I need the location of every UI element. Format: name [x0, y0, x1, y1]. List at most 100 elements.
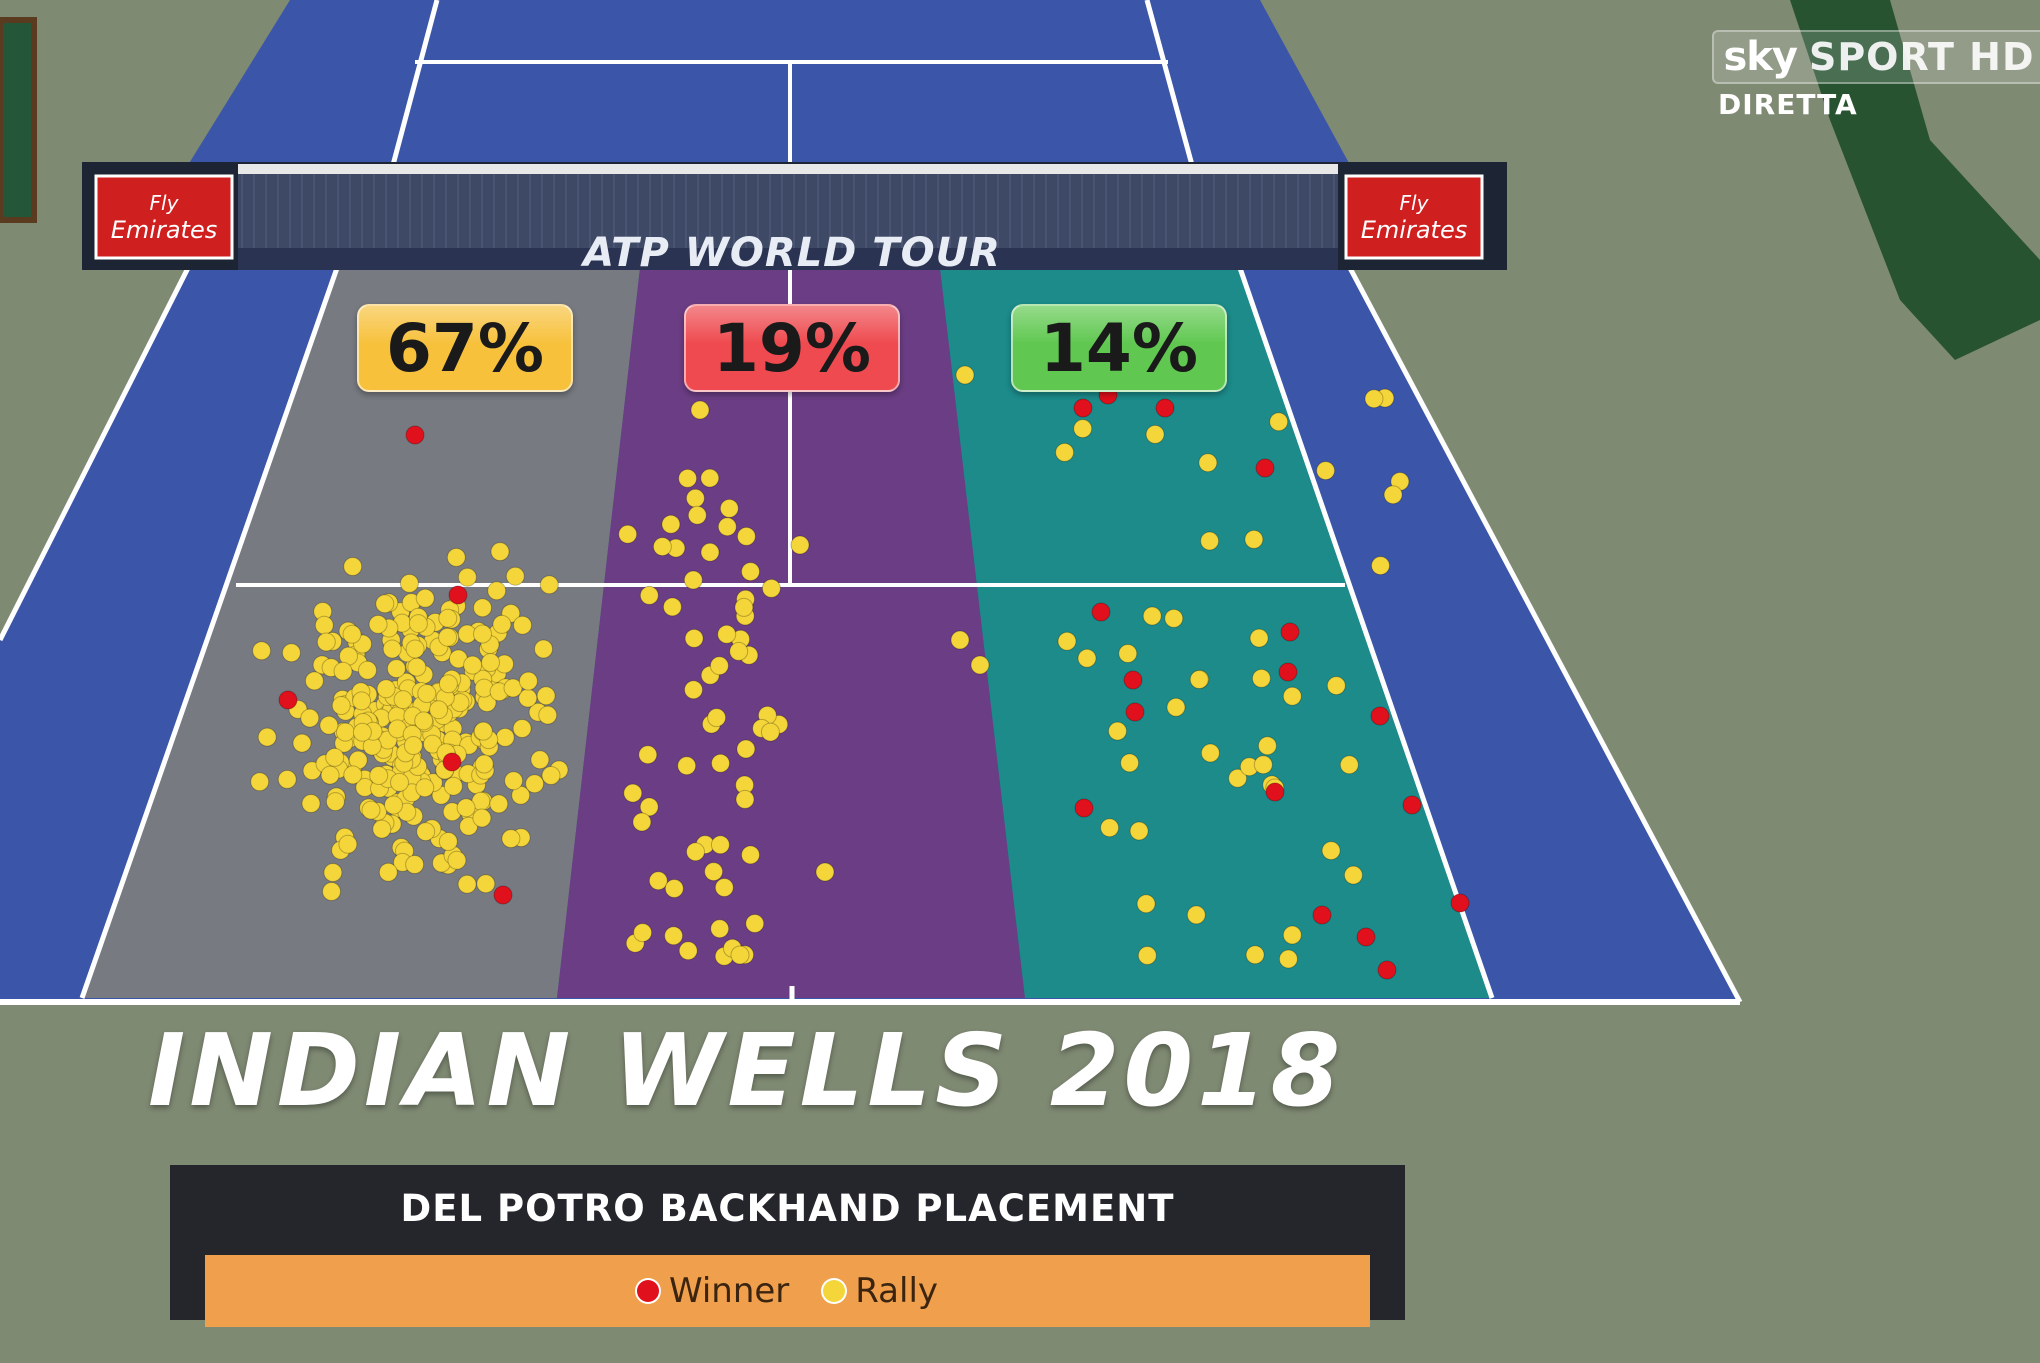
- rally-ball-icon: [319, 715, 339, 735]
- winner-dot-icon: [636, 1280, 659, 1302]
- live-indicator: DIRETTA: [1718, 88, 1858, 121]
- rally-ball-icon: [446, 547, 466, 567]
- rally-ball-icon: [719, 498, 739, 518]
- winner-ball-icon: [442, 752, 462, 772]
- sponsor-right: [1344, 174, 1484, 260]
- rally-ball-icon: [352, 691, 372, 711]
- rally-ball-icon: [476, 874, 496, 894]
- doubles-sideline-right: [1347, 266, 1743, 1004]
- rally-ball-icon: [481, 653, 500, 672]
- rally-ball-icon: [473, 624, 492, 644]
- rally-ball-icon: [384, 795, 403, 815]
- rally-ball-icon: [538, 705, 558, 725]
- rally-ball-icon: [281, 643, 301, 663]
- rally-ball-icon: [700, 542, 720, 562]
- rally-ball-icon: [1055, 442, 1075, 462]
- rally-ball-icon: [648, 871, 668, 891]
- rally-ball-icon: [338, 834, 358, 854]
- sponsor-right-line1: Fly: [1400, 191, 1430, 215]
- rally-ball-icon: [378, 862, 398, 882]
- rally-ball-icon: [717, 624, 737, 644]
- stadium-wall: [1790, 0, 2040, 360]
- winner-ball-icon: [1370, 706, 1390, 726]
- rally-ball-icon: [314, 615, 334, 635]
- rally-ball-icon: [1245, 945, 1265, 965]
- rally-ball-icon: [633, 923, 653, 943]
- rally-ball-icon: [690, 400, 710, 420]
- rally-ball-icon: [1371, 556, 1390, 576]
- rally-ball-icon: [729, 641, 749, 661]
- rally-ball-icon: [652, 537, 672, 557]
- rally-ball-icon: [405, 639, 425, 659]
- rally-ball-icon: [686, 842, 705, 862]
- rally-ball-icon: [386, 659, 406, 679]
- winner-ball-icon: [1265, 782, 1285, 802]
- winner-ball-icon: [1280, 622, 1300, 642]
- rally-ball-icon: [711, 753, 730, 773]
- rally-ball-icon: [678, 941, 698, 961]
- rally-ball-icon: [457, 567, 477, 587]
- rally-ball-icon: [950, 630, 970, 650]
- rally-ball-icon: [632, 812, 652, 832]
- rally-ball-icon: [678, 468, 698, 488]
- zone-badge-middle: 19%: [684, 304, 900, 392]
- rally-ball-icon: [1253, 755, 1273, 775]
- rally-ball-icon: [639, 797, 659, 817]
- rally-ball-icon: [415, 588, 435, 608]
- rally-ball-icon: [1145, 424, 1165, 444]
- rally-ball-icon: [503, 678, 523, 698]
- rally-ball-icon: [325, 792, 345, 812]
- rally-ball-icon: [361, 800, 381, 820]
- rally-ball-icon: [741, 562, 760, 582]
- rally-ball-icon: [1364, 389, 1384, 409]
- scoreboard-edge: [0, 17, 37, 223]
- rally-ball-icon: [1164, 608, 1184, 628]
- sponsor-left: [94, 174, 234, 260]
- rally-ball-icon: [501, 829, 521, 849]
- rally-ball-icon: [393, 690, 413, 710]
- rally-ball-icon: [970, 655, 990, 675]
- rally-ball-icon: [661, 514, 681, 534]
- rally-ball-icon: [687, 505, 707, 525]
- rally-ball-icon: [1278, 949, 1298, 969]
- winner-ball-icon: [1450, 893, 1470, 913]
- rally-ball-icon: [438, 627, 458, 647]
- rally-ball-icon: [1142, 606, 1162, 626]
- rally-ball-icon: [534, 639, 553, 659]
- rally-ball-icon: [325, 747, 345, 767]
- rally-ball-icon: [1383, 485, 1403, 505]
- winner-ball-icon: [1312, 905, 1332, 925]
- rally-ball-icon: [1136, 894, 1156, 914]
- winner-ball-icon: [1402, 795, 1422, 815]
- rally-ball-icon: [761, 578, 781, 598]
- rally-ball-icon: [505, 566, 525, 586]
- rally-ball-icon: [618, 524, 638, 544]
- rally-ball-icon: [1100, 818, 1120, 838]
- singles-sideline-left: [79, 267, 340, 999]
- rally-ball-icon: [358, 660, 377, 680]
- rally-ball-icon: [745, 914, 765, 933]
- rally-ball-icon: [443, 776, 463, 796]
- rally-ball-icon: [704, 862, 724, 882]
- rally-ball-icon: [1073, 419, 1093, 439]
- broadcaster-logo-sky: sky: [1723, 34, 1797, 80]
- tournament-title: INDIAN WELLS 2018: [148, 1012, 1345, 1129]
- rally-ball-icon: [416, 822, 436, 842]
- rally-ball-icon: [316, 632, 336, 652]
- winner-ball-icon: [448, 585, 468, 605]
- rally-ball-icon: [1244, 529, 1264, 549]
- sponsor-right-line2: Emirates: [1361, 216, 1467, 244]
- rally-ball-icon: [492, 614, 512, 634]
- rally-ball-icon: [414, 711, 434, 731]
- rally-ball-icon: [403, 736, 423, 755]
- zone-badge-cross-court: 67%: [357, 304, 573, 392]
- rally-ball-icon: [955, 365, 975, 385]
- rally-ball-icon: [473, 721, 493, 741]
- rally-ball-icon: [1120, 753, 1140, 773]
- rally-ball-icon: [335, 722, 355, 742]
- rally-ball-icon: [677, 756, 697, 776]
- rally-ball-icon: [390, 772, 409, 792]
- net-banner-text: ATP WORLD TOUR: [580, 230, 1001, 276]
- rally-ball-icon: [320, 765, 340, 785]
- rally-ball-icon: [1282, 925, 1302, 945]
